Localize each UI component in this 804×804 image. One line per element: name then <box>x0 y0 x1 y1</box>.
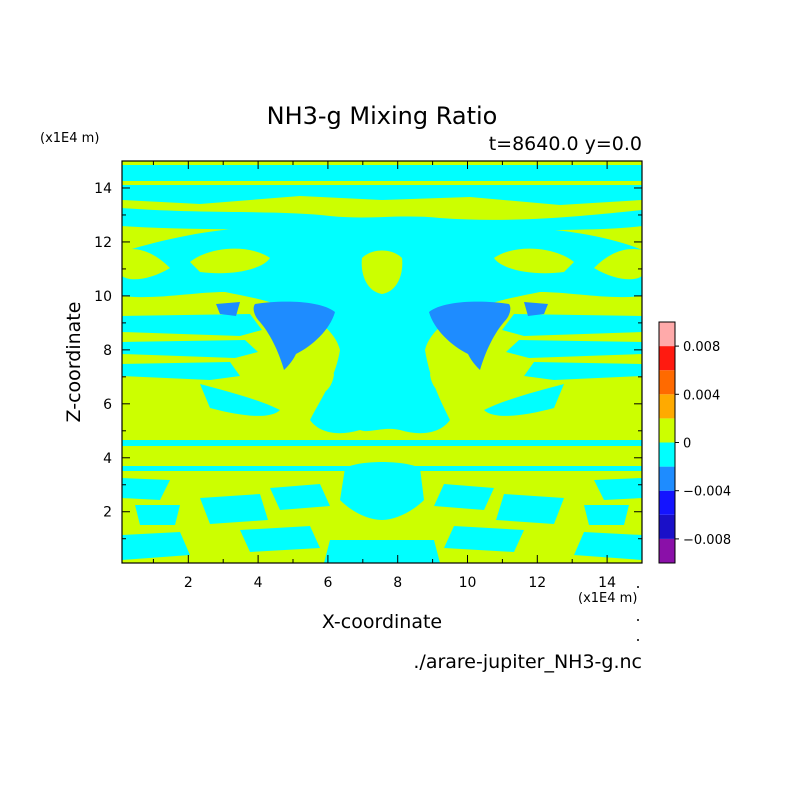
y-unit-label: (x1E4 m) <box>40 131 99 146</box>
colorbar-swatch <box>659 322 675 347</box>
corner-marks <box>637 586 639 641</box>
cyan-regions <box>122 165 642 563</box>
colorbar-swatch <box>659 466 675 491</box>
x-tick-label: 2 <box>184 575 193 591</box>
colorbar-tick-label: −0.004 <box>683 485 731 500</box>
colorbar-swatch <box>659 370 675 395</box>
chart-subtitle: t=8640.0 y=0.0 <box>489 133 642 155</box>
y-tick-label: 2 <box>103 505 112 521</box>
colorbar-swatch <box>659 394 675 419</box>
colorbar-tick-label: 0.008 <box>683 340 720 355</box>
source-file: ./arare-jupiter_NH3-g.nc <box>413 651 642 673</box>
x-axis-label: X-coordinate <box>322 611 442 633</box>
x-unit-label: (x1E4 m) <box>578 591 637 606</box>
colorbar-swatch <box>659 514 675 539</box>
colorbar-swatch <box>659 418 675 443</box>
colorbar-swatch <box>659 490 675 515</box>
y-tick-label: 8 <box>103 343 112 359</box>
x-tick-label: 14 <box>598 575 616 591</box>
colorbar-tick-label: 0.004 <box>683 388 720 403</box>
chart-title: NH3-g Mixing Ratio <box>267 102 498 130</box>
y-axis: 2 4 6 8 10 12 14 <box>94 181 642 540</box>
x-tick-label: 10 <box>459 575 477 591</box>
x-tick-label: 12 <box>528 575 546 591</box>
colorbar-swatch <box>659 442 675 467</box>
x-tick-label: 4 <box>254 575 263 591</box>
x-tick-label: 6 <box>323 575 332 591</box>
y-tick-label: 6 <box>103 397 112 413</box>
colorbar-tick-label: 0 <box>683 437 691 452</box>
yellow-islands <box>122 248 642 398</box>
colorbar-swatch <box>659 538 675 563</box>
colorbar-tick-label: −0.008 <box>683 533 731 548</box>
y-axis-label: Z-coordinate <box>63 302 85 423</box>
y-tick-label: 4 <box>103 451 112 467</box>
x-axis: 2 4 6 8 10 12 14 <box>152 161 616 591</box>
y-tick-label: 14 <box>94 181 112 197</box>
plot-frame <box>121 160 643 564</box>
y-tick-label: 10 <box>94 289 112 305</box>
plot-area <box>121 160 643 564</box>
colorbar: −0.008 −0.004 0 0.004 0.008 <box>658 321 731 564</box>
colorbar-swatch <box>659 346 675 371</box>
blue-regions <box>216 301 548 370</box>
x-tick-label: 8 <box>393 575 402 591</box>
y-tick-label: 12 <box>94 235 112 251</box>
